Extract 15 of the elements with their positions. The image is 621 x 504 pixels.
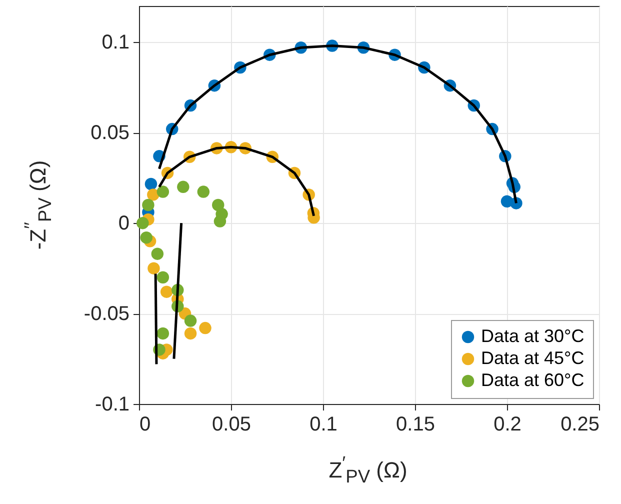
x-tick-label: 0 [140, 414, 151, 436]
x-tick-label: 0.15 [396, 414, 435, 436]
x-tick-label: 0.2 [494, 414, 522, 436]
x-tick-label: 0.05 [212, 414, 251, 436]
legend-label: Data at 30°C [481, 326, 584, 346]
x-tick-label: 0.25 [560, 414, 600, 436]
y-tick-label: 0 [118, 212, 130, 235]
y-tick-label: 0.1 [102, 32, 130, 54]
y-tick-label: -0.1 [95, 394, 130, 416]
legend-label: Data at 45°C [481, 348, 584, 368]
x-tick-label: 0.1 [310, 414, 338, 436]
y-tick-label: -0.05 [84, 303, 130, 326]
y-tick-label: 0.05 [90, 122, 130, 144]
x-axis-title: Z$^{′}$$_{PV}$ (Ω) [328, 452, 408, 488]
legend-label: Data at 60°C [481, 370, 584, 390]
